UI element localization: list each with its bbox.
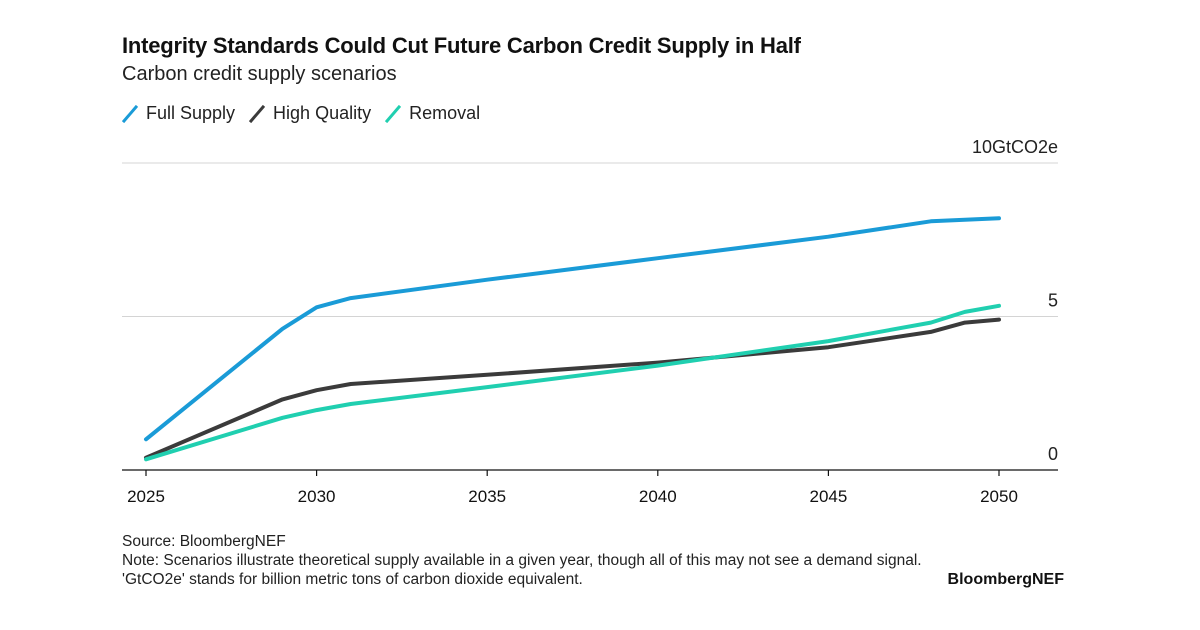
note-text: Note: Scenarios illustrate theoretical s… — [122, 552, 922, 588]
x-tick-label: 2045 — [809, 487, 847, 506]
x-tick-label: 2030 — [298, 487, 336, 506]
legend-swatch-full-supply — [122, 104, 138, 123]
y-tick-label: 0 — [1048, 444, 1058, 464]
legend-label-removal: Removal — [409, 103, 481, 123]
axes: 0 5 10GtCO2e 2025 2030 2035 2040 2045 2050 — [122, 137, 1058, 506]
legend-label-high-quality: High Quality — [273, 103, 372, 123]
x-tick-label: 2025 — [127, 487, 165, 506]
y-tick-label: 5 — [1048, 291, 1058, 311]
legend-label-full-supply: Full Supply — [146, 103, 236, 123]
brand-logo-text: BloombergNEF — [947, 571, 1064, 588]
legend-item-high-quality: High Quality — [249, 103, 371, 124]
legend-item-full-supply: Full Supply — [122, 103, 235, 124]
legend-item-removal: Removal — [385, 103, 480, 124]
footer: Source: BloombergNEF Note: Scenarios ill… — [122, 532, 922, 589]
chart-subtitle: Carbon credit supply scenarios — [122, 63, 397, 85]
legend-swatch-high-quality — [249, 104, 266, 123]
chart-title: Integrity Standards Could Cut Future Car… — [122, 33, 801, 58]
series-line-removal — [144, 303, 1001, 462]
legend-swatch-removal — [385, 104, 402, 123]
x-tick-label: 2040 — [639, 487, 677, 506]
source-text: Source: BloombergNEF — [122, 533, 286, 550]
y-tick-label: 10GtCO2e — [972, 137, 1058, 157]
x-tick-label: 2050 — [980, 487, 1018, 506]
x-tick-label: 2035 — [468, 487, 506, 506]
legend: Full Supply High Quality Removal — [122, 103, 480, 124]
series-lines — [144, 216, 1001, 462]
series-line-high-quality — [144, 317, 1001, 460]
series-line-full-supply — [144, 216, 1001, 442]
gridlines — [122, 162, 1058, 317]
